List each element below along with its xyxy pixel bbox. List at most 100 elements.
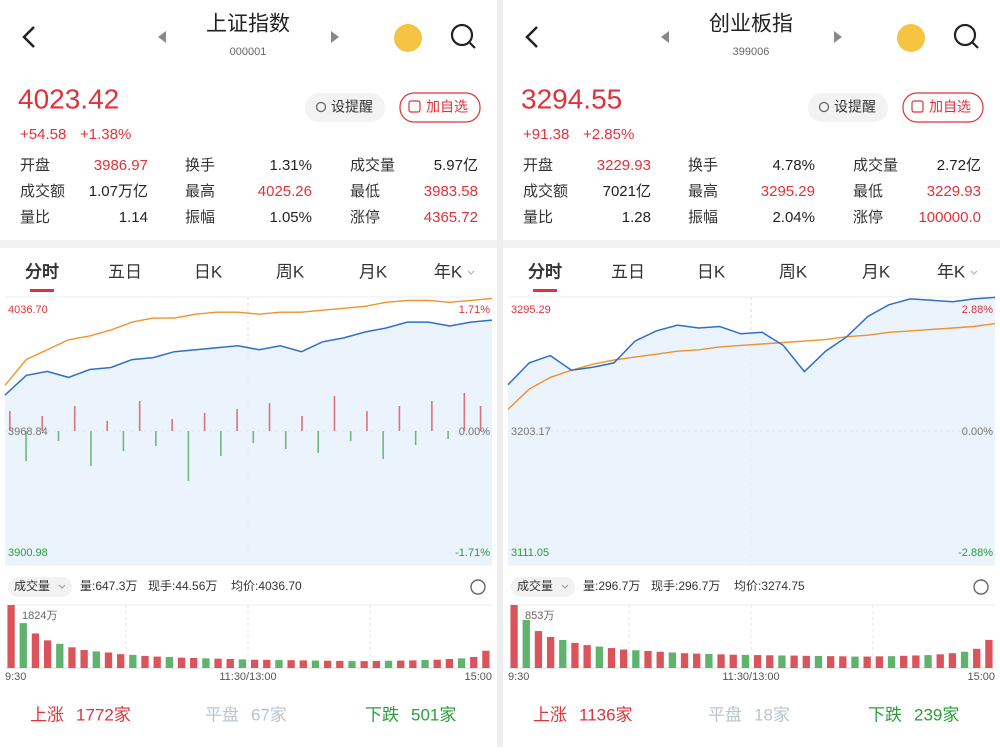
stat-value: 1.31% [269,157,312,174]
breadth-bar [479,406,482,431]
price-line [507,296,996,386]
search-icon[interactable] [450,23,474,47]
search-handle [971,41,979,49]
index-code: 399006 [733,46,770,58]
stat-label: 成交量 [853,156,898,174]
stat-label: 最低 [853,183,883,200]
volume-bar [153,656,161,668]
volume-bar [985,639,993,668]
settings-icon[interactable] [470,579,486,595]
volume-info: 均价:4036.70 [231,579,302,593]
stat-value: 7021亿 [603,183,651,200]
watchlist-label: 加自选 [426,99,468,115]
pct-min-label: -2.88% [958,547,993,559]
volume-bar [693,653,701,668]
volume-bar [912,655,920,668]
stat-label: 成交额 [20,182,65,200]
volume-selector[interactable] [511,577,575,597]
stat-label: 成交额 [523,182,568,200]
breadth-bar [447,431,449,439]
tab: 年K [434,262,463,281]
tab: 周K [276,262,305,281]
volume-bar [421,660,429,668]
back-button[interactable] [525,26,538,48]
price-area [508,297,995,565]
volume-bar [924,655,932,668]
volume-bar [19,623,27,668]
breadth-bar [90,431,92,466]
stat-value: 3986.97 [94,157,148,174]
breadth-bar [268,403,271,431]
time-label: 11:30/13:00 [219,671,276,683]
prev-index[interactable] [158,31,166,43]
breadth-bar [155,431,157,446]
plus-icon [911,100,924,113]
volume-bar [92,651,100,668]
next-index[interactable] [331,31,339,43]
y-mid-label: 3203.17 [511,426,551,438]
volume-bar [482,650,490,668]
active-tab-underline [533,289,557,292]
panel-divider [497,0,503,747]
stat-label: 最低 [350,183,380,200]
watchlist-button[interactable] [399,92,481,123]
alert-button[interactable] [305,93,385,122]
breadth-bar [236,409,238,431]
change-pct: +2.85% [583,126,634,143]
stat-label: 最高 [185,183,215,200]
volume-bar [311,660,320,668]
tab: 日K [194,262,223,281]
volume-bar [384,660,393,668]
stat-label: 换手 [688,157,718,174]
breadth-bar [73,406,76,431]
prev-index[interactable] [661,31,669,43]
volume-bar [960,651,969,668]
tab: 年K [937,262,966,281]
volume-bar [510,605,518,668]
next-index[interactable] [834,31,842,43]
section-gap [0,240,497,248]
settings-icon[interactable] [973,579,989,595]
avg-line [4,297,493,386]
stat-value: 3229.93 [927,183,981,200]
volume-bar [214,658,222,668]
volume-selector[interactable] [8,577,72,597]
tab: 分时 [528,262,562,281]
stat-value: 2.04% [772,209,815,226]
mascot-icon[interactable] [394,24,422,52]
volume-bar [936,654,944,668]
volume-bar [7,605,15,668]
breadth-bar [317,431,320,453]
volume-bar [165,656,174,668]
volume-bar [705,653,713,668]
mascot-icon[interactable] [897,24,925,52]
price-line [4,319,493,396]
search-icon[interactable] [953,23,977,47]
market-label: 下跌 [365,705,399,724]
breadth-bar [463,393,466,431]
pct-max-label: 1.71% [459,304,490,316]
market-count: 1136家 [579,705,633,724]
breadth-bar [284,431,287,449]
breadth-bar [431,401,433,431]
breadth-bar [203,413,206,431]
breadth-bar [252,431,255,443]
alert-button[interactable] [808,93,888,122]
stat-value: 1.07万亿 [89,183,148,200]
back-button[interactable] [22,26,35,48]
watchlist-button[interactable] [902,92,984,123]
volume-bar [753,655,762,668]
volume-bar [766,655,774,668]
volume-bar [43,640,52,668]
volume-bar [583,645,591,668]
volume-bar [644,651,652,668]
selector-chevron [58,584,66,589]
breadth-bar [349,431,352,441]
volume-bar [522,619,530,668]
volume-selector-label: 成交量 [517,578,553,593]
tab: 五日 [108,262,142,281]
time-label: 15:00 [967,671,995,683]
volume-bar [360,661,368,668]
stat-label: 涨停 [350,209,380,226]
time-label: 15:00 [464,671,492,683]
